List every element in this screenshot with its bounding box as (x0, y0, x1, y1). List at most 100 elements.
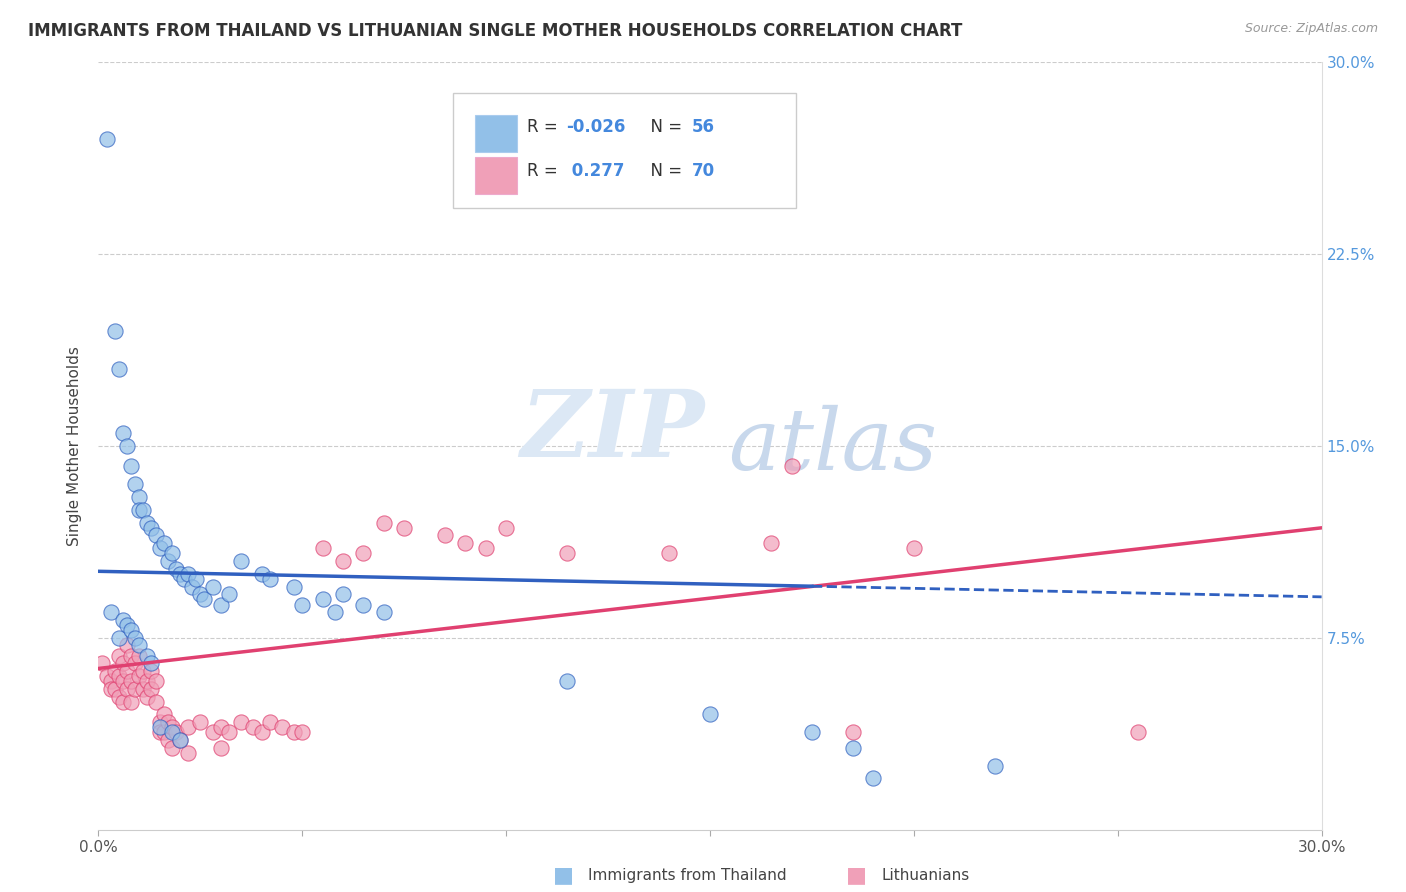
Point (145, 528, 167, 542)
Point (1128, 725, 1150, 739)
Point (373, 605, 395, 619)
Point (108, 362, 131, 376)
Text: Lithuanians: Lithuanians (882, 868, 970, 883)
Point (323, 605, 346, 619)
Point (283, 725, 305, 739)
Text: ■: ■ (553, 865, 574, 886)
Point (188, 587, 212, 601)
Point (145, 674, 167, 689)
Point (145, 695, 167, 709)
Point (108, 648, 131, 663)
Point (115, 618, 138, 632)
Point (115, 439, 138, 453)
Point (91, 657, 114, 671)
Point (186, 572, 208, 586)
Y-axis label: Single Mother Households: Single Mother Households (67, 346, 83, 546)
Point (474, 541, 498, 556)
Point (96, 669, 118, 683)
Point (177, 566, 200, 581)
Point (231, 554, 253, 568)
Point (136, 648, 159, 663)
Point (270, 720, 294, 734)
Point (218, 725, 240, 739)
Text: N =: N = (640, 118, 688, 136)
Text: -0.026: -0.026 (565, 118, 626, 136)
Point (209, 598, 232, 612)
Point (149, 541, 172, 556)
Point (124, 681, 146, 696)
Point (141, 521, 163, 535)
Point (169, 733, 191, 747)
Text: R =: R = (526, 118, 562, 136)
Point (352, 598, 374, 612)
Point (160, 720, 183, 734)
Point (352, 546, 374, 560)
Text: 0.277: 0.277 (565, 162, 624, 180)
Point (231, 715, 253, 730)
Point (108, 690, 131, 704)
Point (392, 521, 416, 535)
Point (128, 669, 150, 683)
Point (111, 657, 134, 671)
Text: ZIP: ZIP (520, 385, 704, 475)
Point (160, 740, 183, 755)
Text: Source: ZipAtlas.com: Source: ZipAtlas.com (1244, 22, 1378, 36)
Point (100, 605, 122, 619)
Point (96, 132, 118, 146)
Point (984, 758, 1007, 772)
Point (291, 598, 314, 612)
Point (173, 572, 195, 586)
Point (699, 707, 721, 722)
Point (250, 725, 273, 739)
Text: N =: N = (640, 162, 688, 180)
Point (169, 566, 191, 581)
Point (332, 587, 354, 601)
Point (111, 674, 134, 689)
Point (108, 669, 131, 683)
Text: IMMIGRANTS FROM THAILAND VS LITHUANIAN SINGLE MOTHER HOUSEHOLDS CORRELATION CHAR: IMMIGRANTS FROM THAILAND VS LITHUANIAN S… (28, 22, 963, 40)
Point (259, 715, 281, 730)
Point (312, 592, 335, 607)
Point (201, 725, 224, 739)
Point (108, 631, 131, 645)
Point (454, 536, 477, 550)
Point (903, 541, 925, 556)
Point (761, 536, 783, 550)
Point (124, 631, 146, 645)
Point (841, 740, 863, 755)
Point (128, 490, 150, 504)
Point (111, 426, 134, 441)
Point (152, 725, 174, 739)
Point (156, 733, 179, 747)
Text: 56: 56 (692, 118, 714, 136)
Text: 70: 70 (692, 162, 714, 180)
Point (218, 587, 240, 601)
Point (332, 554, 354, 568)
Point (283, 580, 305, 594)
Point (132, 664, 155, 678)
Text: atlas: atlas (728, 405, 936, 487)
Point (841, 725, 863, 739)
Point (188, 715, 212, 730)
Point (120, 674, 142, 689)
Point (136, 690, 159, 704)
Point (242, 720, 264, 734)
Point (555, 546, 579, 560)
Point (120, 648, 142, 663)
Point (120, 623, 142, 637)
Text: R =: R = (526, 162, 562, 180)
FancyBboxPatch shape (475, 157, 517, 194)
Point (201, 580, 224, 594)
Point (169, 733, 191, 747)
Point (177, 720, 200, 734)
Point (801, 725, 824, 739)
Point (115, 639, 138, 653)
FancyBboxPatch shape (475, 114, 517, 153)
Point (104, 681, 127, 696)
Point (160, 725, 183, 739)
Point (495, 521, 517, 535)
Point (555, 674, 579, 689)
Point (100, 674, 122, 689)
Point (141, 657, 163, 671)
Point (132, 503, 155, 517)
